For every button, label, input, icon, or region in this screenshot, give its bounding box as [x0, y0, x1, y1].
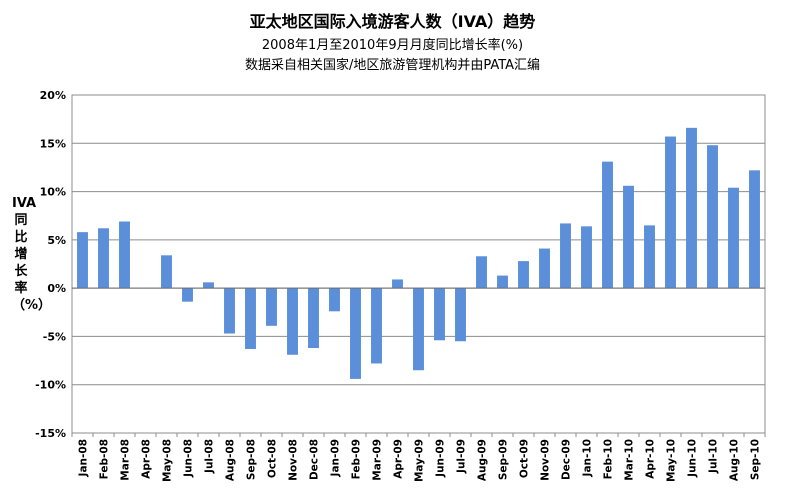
x-tick-label: Dec-09 [561, 439, 573, 480]
y-tick-label: -15% [35, 427, 66, 440]
x-tick-label: Jun-09 [435, 439, 447, 478]
x-tick-label: Feb-08 [99, 439, 111, 479]
bar [182, 288, 193, 302]
x-tick-label: Apr-10 [645, 439, 657, 479]
x-tick-label: Jan-09 [330, 439, 342, 477]
x-tick-label: Jul-08 [204, 439, 216, 474]
x-tick-label: Jul-09 [456, 439, 468, 474]
chart-subtitle-line-2: 数据采自相关国家/地区旅游管理机构并由PATA汇编 [244, 58, 541, 73]
bar [77, 232, 88, 289]
x-tick-label: Dec-08 [309, 439, 321, 480]
bar [518, 261, 529, 289]
bar [686, 127, 697, 289]
x-tick-label: Jun-08 [183, 439, 195, 478]
x-tick-label: Aug-08 [225, 439, 237, 481]
bar [350, 288, 361, 379]
bar [434, 288, 445, 341]
bar [749, 170, 760, 289]
x-tick-label: Jun-10 [687, 439, 699, 478]
x-tick-label: Feb-09 [351, 439, 363, 479]
bar [602, 161, 613, 289]
bar [329, 288, 340, 312]
x-tick-label: Jan-10 [582, 439, 594, 477]
x-tick-label: Sep-10 [750, 439, 762, 480]
bar [203, 282, 214, 289]
x-tick-label: Feb-10 [603, 439, 615, 479]
bar [161, 255, 172, 289]
bar [644, 225, 655, 289]
x-tick-label: May-08 [162, 439, 174, 482]
bar [413, 288, 424, 371]
bar [287, 288, 298, 355]
bar [371, 288, 382, 364]
x-tick-label: Aug-09 [477, 439, 489, 481]
y-tick-label: 0% [47, 282, 66, 295]
x-tick-label: Apr-09 [393, 439, 405, 479]
bar [728, 187, 739, 289]
y-tick-label: 5% [47, 234, 66, 247]
x-tick-label: Jul-10 [708, 439, 720, 474]
x-tick-label: Jan-08 [78, 439, 90, 477]
bar [98, 228, 109, 289]
x-tick-label: Apr-08 [141, 439, 153, 479]
bar [308, 288, 319, 349]
y-tick-label: 20% [40, 89, 66, 102]
bar [707, 145, 718, 289]
y-tick-label: 10% [40, 186, 66, 199]
bar [392, 279, 403, 289]
bar [581, 226, 592, 289]
y-tick-label: -5% [43, 330, 66, 343]
x-tick-label: Sep-08 [246, 439, 258, 480]
bar [119, 221, 130, 289]
x-tick-label: Mar-08 [120, 439, 132, 481]
x-tick-label: May-10 [666, 439, 678, 482]
bar [245, 288, 256, 349]
bar [224, 288, 235, 334]
bar [623, 185, 634, 289]
y-tick-label: -10% [35, 379, 66, 392]
plot-frame [71, 94, 766, 434]
y-tick-label: 15% [40, 137, 66, 150]
x-tick-label: Aug-10 [729, 439, 741, 481]
chart-subtitle-line-1: 2008年1月至2010年9月月度同比增长率(%) [261, 38, 524, 53]
bar [455, 288, 466, 342]
x-tick-label: Sep-09 [498, 439, 510, 480]
bar [266, 288, 277, 326]
bar [665, 136, 676, 289]
chart-title: 亚太地区国际入境游客人数（IVA）趋势 [249, 12, 536, 31]
x-tick-label: May-09 [414, 439, 426, 482]
x-tick-label: Mar-10 [624, 439, 636, 481]
bar [560, 223, 571, 289]
x-tick-label: Nov-09 [540, 439, 552, 481]
x-tick-label: Mar-09 [372, 439, 384, 481]
bar [497, 275, 508, 289]
x-tick-label: Oct-09 [519, 439, 531, 478]
x-tick-label: Oct-08 [267, 439, 279, 478]
bar [476, 256, 487, 289]
bar [539, 248, 550, 289]
x-tick-label: Nov-08 [288, 439, 300, 481]
